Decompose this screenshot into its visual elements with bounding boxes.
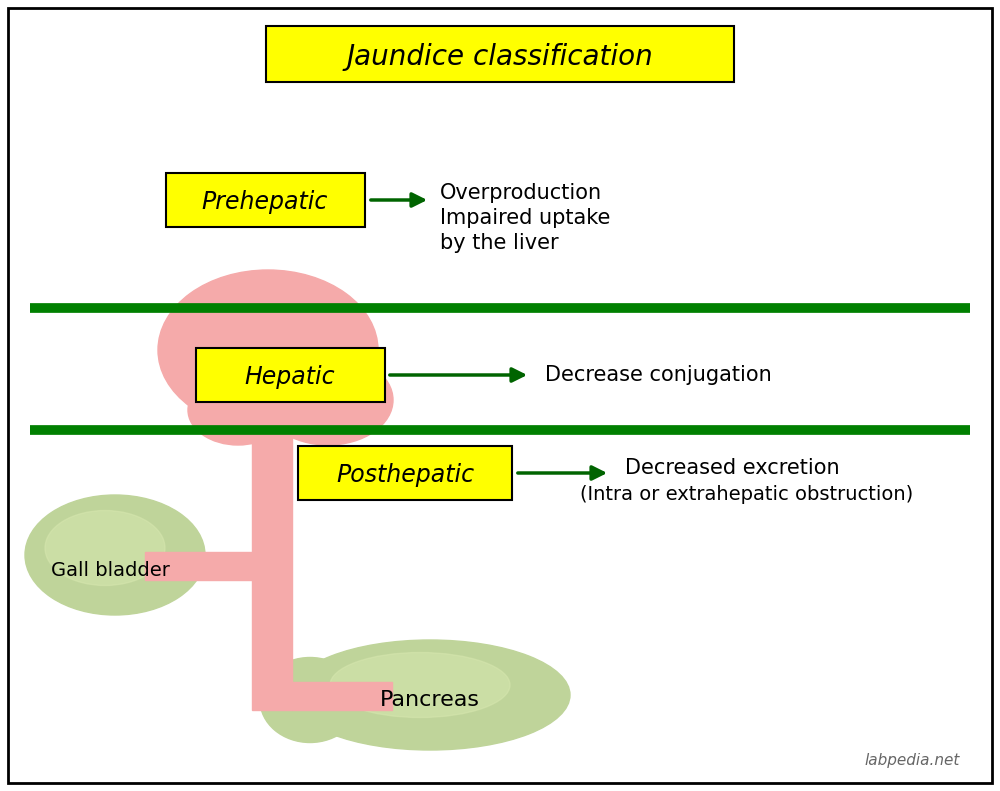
Bar bbox=[292, 682, 392, 710]
Ellipse shape bbox=[158, 270, 378, 430]
Text: Pancreas: Pancreas bbox=[380, 690, 480, 710]
Bar bbox=[145, 552, 260, 580]
Text: Decrease conjugation: Decrease conjugation bbox=[545, 365, 772, 385]
Text: Decreased excretion: Decreased excretion bbox=[625, 458, 840, 478]
Ellipse shape bbox=[330, 653, 510, 717]
Ellipse shape bbox=[188, 375, 288, 445]
Text: Posthepatic: Posthepatic bbox=[336, 463, 474, 487]
Polygon shape bbox=[255, 430, 288, 460]
Ellipse shape bbox=[290, 640, 570, 750]
Ellipse shape bbox=[45, 510, 165, 585]
Text: Overproduction: Overproduction bbox=[440, 183, 602, 203]
Text: by the liver: by the liver bbox=[440, 233, 559, 253]
Bar bbox=[252, 380, 292, 710]
FancyBboxPatch shape bbox=[166, 173, 365, 227]
Text: Prehepatic: Prehepatic bbox=[202, 190, 328, 214]
Text: (Intra or extrahepatic obstruction): (Intra or extrahepatic obstruction) bbox=[580, 486, 913, 505]
FancyBboxPatch shape bbox=[298, 446, 512, 500]
Text: Impaired uptake: Impaired uptake bbox=[440, 208, 610, 228]
Ellipse shape bbox=[263, 355, 393, 445]
FancyBboxPatch shape bbox=[196, 348, 385, 402]
Ellipse shape bbox=[25, 495, 205, 615]
Text: labpedia.net: labpedia.net bbox=[865, 753, 960, 768]
Text: Hepatic: Hepatic bbox=[245, 365, 335, 389]
FancyBboxPatch shape bbox=[266, 26, 734, 82]
Text: Gall bladder: Gall bladder bbox=[51, 561, 169, 580]
Text: Jaundice classification: Jaundice classification bbox=[347, 43, 653, 71]
Ellipse shape bbox=[260, 657, 360, 743]
